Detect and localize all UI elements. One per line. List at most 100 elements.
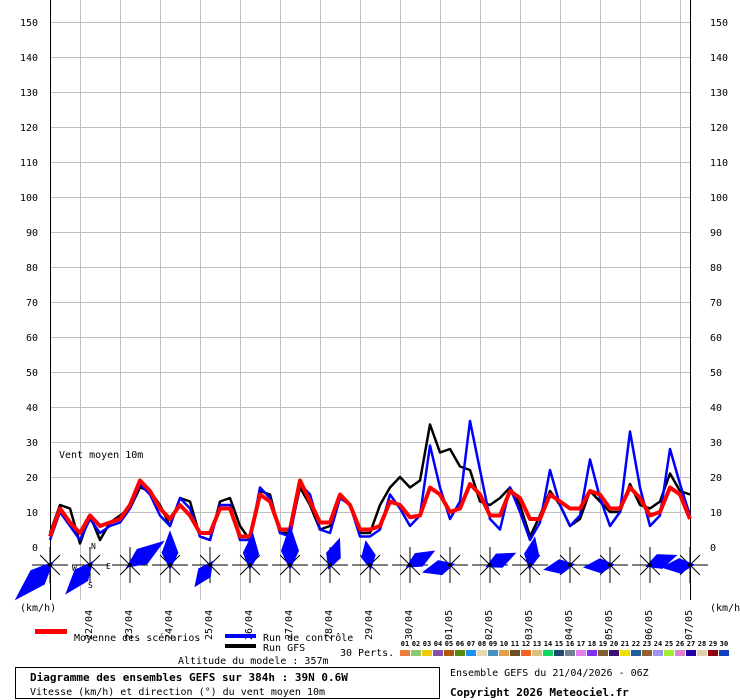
pert-number: 18 [588, 640, 596, 648]
rose-center [288, 563, 292, 567]
pert-number: 06 [456, 640, 464, 648]
wind-rose [192, 547, 228, 588]
rose-spoke [279, 564, 291, 576]
pert-number: 25 [665, 640, 673, 648]
chart-title: Diagramme des ensembles GEFS sur 384h : … [30, 671, 348, 684]
pert-number: 15 [555, 640, 563, 648]
series-line-mean [48, 478, 692, 539]
y-tick-label-left: 70 [26, 298, 38, 309]
pert-number: 21 [621, 640, 629, 648]
rose-spoke [159, 564, 171, 576]
wind-direction-arrow [543, 559, 575, 575]
pert-number: 28 [698, 640, 706, 648]
pert-swatch [565, 650, 575, 656]
wind-rose [352, 540, 388, 583]
y-tick-label-right: 130 [710, 88, 728, 99]
legend-perts-label: 30 Perts. [340, 648, 394, 659]
date-label: 02/05 [484, 610, 495, 640]
pert-number: 11 [511, 640, 519, 648]
y-tick-label-left: 80 [26, 263, 38, 274]
wind-direction-arrow [582, 558, 615, 574]
date-label: 05/05 [604, 610, 615, 640]
pert-number: 30 [720, 640, 728, 648]
compass-w: W [72, 564, 77, 573]
y-tick-label-right: 60 [710, 333, 722, 344]
rose-center [328, 563, 332, 567]
rose-center [128, 563, 132, 567]
pert-number: 16 [566, 640, 574, 648]
pert-swatch [477, 650, 487, 656]
wind-rose [312, 537, 348, 583]
rose-spoke [329, 564, 341, 576]
wind-rose [152, 530, 188, 583]
pert-number: 13 [533, 640, 541, 648]
pert-number: 09 [489, 640, 497, 648]
y-tick-label-left: 100 [20, 193, 38, 204]
wind-rose [472, 547, 517, 583]
rose-spoke [39, 554, 51, 566]
pert-swatch [697, 650, 707, 656]
pert-swatch [422, 650, 432, 656]
rose-center [368, 563, 372, 567]
y-tick-label-left: 50 [26, 368, 38, 379]
pert-number: 10 [500, 640, 508, 648]
rose-spoke [289, 564, 301, 576]
pert-swatch [543, 650, 553, 656]
y-tick-label-right: 80 [710, 263, 722, 274]
date-label: 06/05 [644, 610, 655, 640]
pert-swatch [631, 650, 641, 656]
y-tick-label-left: 110 [20, 158, 38, 169]
wind-direction-glyphs [14, 524, 708, 601]
title-box [15, 667, 440, 699]
y-tick-label-left: 30 [26, 438, 38, 449]
pert-number: 19 [599, 640, 607, 648]
compass-e: E [106, 562, 111, 571]
wind-direction-arrow [645, 554, 678, 569]
pert-number: 05 [445, 640, 453, 648]
wind-rose [392, 547, 436, 583]
pert-number: 02 [412, 640, 420, 648]
pert-swatch [620, 650, 630, 656]
wind-rose [582, 547, 628, 583]
y-tick-label-left: 150 [20, 18, 38, 29]
y-unit-left: (km/h) [20, 603, 56, 614]
rose-spoke [79, 554, 91, 566]
y-tick-label-right: 40 [710, 403, 722, 414]
pert-number: 01 [401, 640, 409, 648]
y-tick-label-left: 120 [20, 123, 38, 134]
wind-rose [421, 547, 468, 583]
legend-gfs-label: Run GFS [263, 643, 305, 654]
pert-swatch [664, 650, 674, 656]
rose-center [608, 563, 612, 567]
pert-swatch [675, 650, 685, 656]
pert-number: 27 [687, 640, 695, 648]
pert-swatch [466, 650, 476, 656]
pert-number: 17 [577, 640, 585, 648]
rose-center [88, 563, 92, 567]
wind-rose [632, 547, 678, 583]
y-tick-label-left: 20 [26, 473, 38, 484]
wind-direction-arrow [125, 540, 165, 568]
pert-swatch [708, 650, 718, 656]
date-label: 28/04 [324, 610, 335, 640]
pert-number: 03 [423, 640, 431, 648]
pert-number: 14 [544, 640, 552, 648]
y-tick-label-right: 90 [710, 228, 722, 239]
rose-spoke [639, 554, 651, 566]
wind-direction-arrow [65, 561, 94, 595]
pert-number: 20 [610, 640, 618, 648]
wind-direction-arrow [161, 530, 179, 570]
series-line-control [48, 419, 692, 542]
pert-number: 26 [676, 640, 684, 648]
date-label: 30/04 [404, 610, 415, 640]
pert-swatch [598, 650, 608, 656]
y-tick-label-right: 30 [710, 438, 722, 449]
y-unit-right: (km/h) [710, 603, 740, 614]
date-label: 26/04 [244, 610, 255, 640]
y-tick-label-right: 140 [710, 53, 728, 64]
legend-mean-swatch [35, 629, 67, 634]
rose-spoke [119, 554, 131, 566]
pert-number: 07 [467, 640, 475, 648]
chart-annotation: Vent moyen 10m [59, 450, 143, 461]
